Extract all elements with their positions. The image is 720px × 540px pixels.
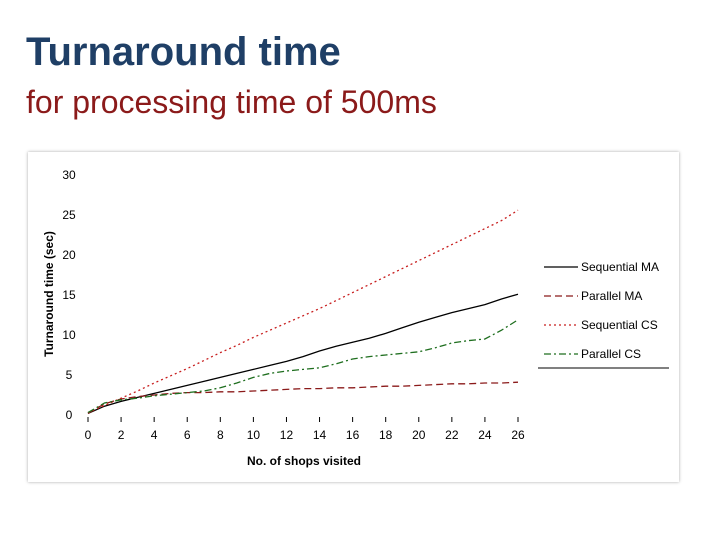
y-tick-label: 0 <box>66 408 73 422</box>
y-axis-ticks: 0 5 10 15 20 25 30 <box>62 168 76 422</box>
x-tick-label: 10 <box>247 428 261 442</box>
x-tick-label: 14 <box>313 428 327 442</box>
y-tick-label: 20 <box>62 248 76 262</box>
y-tick-label: 25 <box>62 208 76 222</box>
x-tick-label: 8 <box>217 428 224 442</box>
legend-label: Sequential MA <box>581 260 659 274</box>
chart-panel: 0 2 4 6 8 10 12 14 16 18 20 22 24 26 0 5 10 15 20 25 30 No.… <box>28 152 679 482</box>
slide-title: Turnaround time <box>26 30 341 75</box>
x-tick-label: 16 <box>346 428 360 442</box>
legend-label: Sequential CS <box>581 318 658 332</box>
y-tick-label: 5 <box>66 368 73 382</box>
x-axis-title: No. of shops visited <box>247 454 361 468</box>
x-tick-label: 18 <box>379 428 393 442</box>
legend-label: Parallel CS <box>581 347 641 361</box>
legend-label: Parallel MA <box>581 289 642 303</box>
y-tick-label: 10 <box>62 328 76 342</box>
x-tick-label: 4 <box>151 428 158 442</box>
y-axis-title: Turnaround time (sec) <box>42 231 56 357</box>
series-line-sequential-cs <box>88 210 518 412</box>
x-tick-label: 26 <box>511 428 525 442</box>
x-tick-label: 20 <box>412 428 426 442</box>
x-tick-label: 6 <box>184 428 191 442</box>
legend: Sequential MA Parallel MA Sequential CS Par… <box>538 260 669 368</box>
x-tick-label: 22 <box>445 428 459 442</box>
series-line-parallel-cs <box>88 320 518 413</box>
series-line-parallel-ma <box>88 382 518 413</box>
y-tick-label: 30 <box>62 168 76 182</box>
x-tick-label: 12 <box>280 428 294 442</box>
x-tick-label: 24 <box>478 428 492 442</box>
series-lines <box>88 210 518 413</box>
x-axis-ticks: 0 2 4 6 8 10 12 14 16 18 20 22 24 26 <box>85 417 525 442</box>
x-tick-label: 2 <box>118 428 125 442</box>
x-tick-label: 0 <box>85 428 92 442</box>
y-tick-label: 15 <box>62 288 76 302</box>
slide-subtitle: for processing time of 500ms <box>26 84 437 121</box>
